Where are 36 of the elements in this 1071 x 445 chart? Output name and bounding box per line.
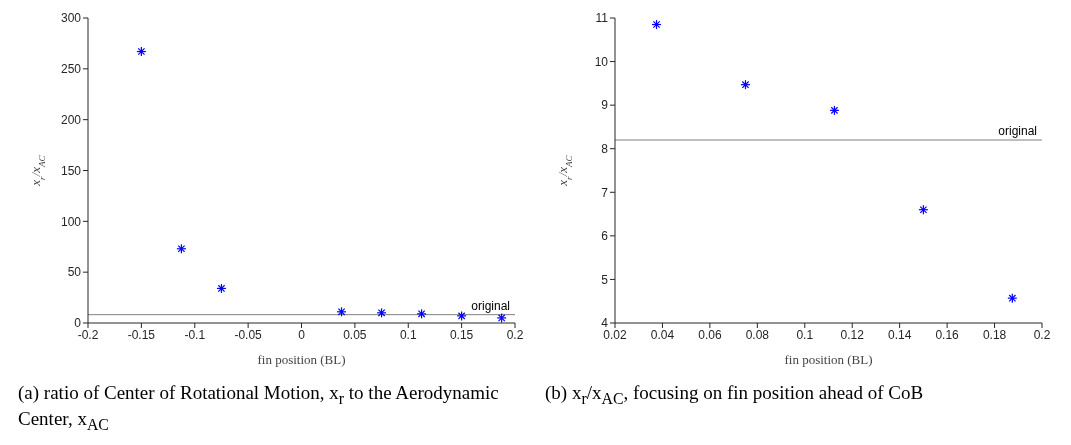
x-tick-label: 0.06 bbox=[698, 327, 722, 342]
y-tick-label: 8 bbox=[601, 141, 609, 156]
x-tick-label: 0.2 bbox=[1033, 327, 1051, 342]
x-tick-label: 0.15 bbox=[449, 327, 474, 342]
x-tick-label: 0.08 bbox=[745, 327, 770, 342]
x-tick-label: 0.04 bbox=[650, 327, 675, 342]
x-tick-label: -0.15 bbox=[127, 327, 156, 342]
y-tick-label: 250 bbox=[60, 62, 82, 77]
x-tick-label: 0 bbox=[298, 327, 306, 342]
y-tick-label: 11 bbox=[595, 11, 609, 26]
y-tick-label: 200 bbox=[60, 112, 82, 127]
x-tick-label: -0.1 bbox=[184, 327, 206, 342]
text: (b) x$_{r}$/x$_{AC}$, focusing on fin position ahead of CoB bbox=[544, 381, 925, 408]
ref-line-label: original bbox=[998, 124, 1037, 138]
x-tick-label: 0.18 bbox=[982, 327, 1007, 342]
text: (a) ratio of Center of Rotational Motion, x$_{r}$ to the Aerodynamic Center, x$_{AC}$ bbox=[18, 382, 499, 433]
y-tick-label: 300 bbox=[60, 11, 82, 26]
x-tick-label: 0.1 bbox=[399, 327, 417, 342]
y-tick-label: 10 bbox=[594, 54, 609, 69]
y-tick-label: 5 bbox=[601, 272, 609, 287]
x-tick-label: 0.14 bbox=[887, 327, 912, 342]
x-tick-label: -0.05 bbox=[234, 327, 263, 342]
y-tick-label: 6 bbox=[601, 229, 609, 244]
x-tick-label: 0.05 bbox=[343, 327, 367, 342]
x-axis-title: fin position (BL) bbox=[257, 352, 346, 367]
ref-line-label: original bbox=[471, 298, 510, 313]
x-tick-label: 0.16 bbox=[935, 327, 960, 342]
x-tick-label: 0.1 bbox=[796, 327, 814, 342]
y-tick-label: 9 bbox=[601, 98, 609, 113]
y-tick-label: 100 bbox=[60, 214, 82, 229]
y-tick-label: 50 bbox=[67, 265, 82, 280]
y-tick-label: 150 bbox=[60, 163, 82, 178]
x-tick-label: 0.2 bbox=[506, 327, 524, 342]
y-tick-label: 7 bbox=[601, 185, 609, 200]
x-tick-label: 0.12 bbox=[840, 327, 865, 342]
x-axis-title: fin position (BL) bbox=[784, 352, 873, 367]
